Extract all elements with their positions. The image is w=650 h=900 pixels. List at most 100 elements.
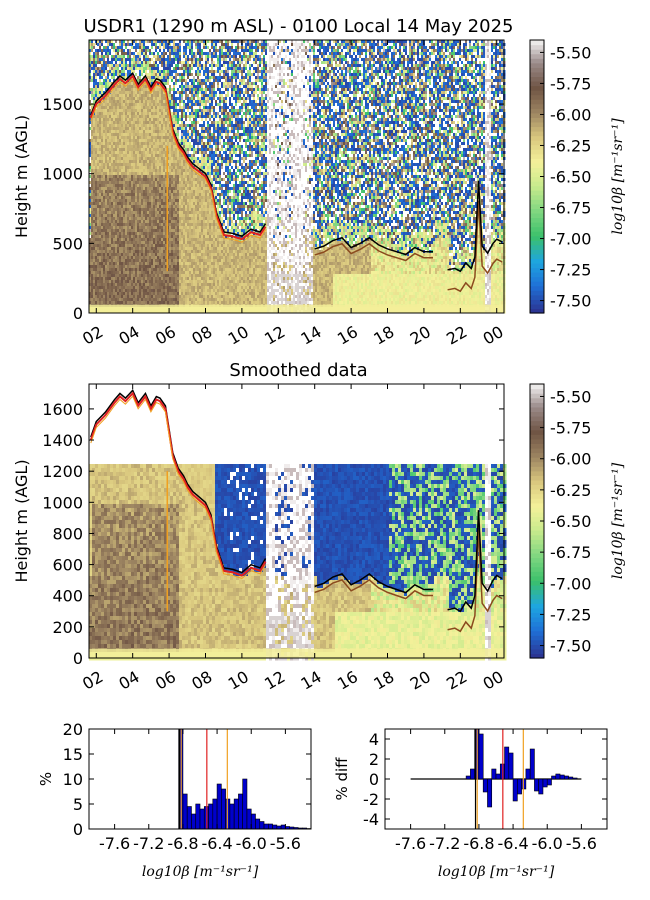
heatmap-cell [133, 190, 136, 194]
heatmap-cell [149, 154, 152, 158]
heatmap-cell [121, 127, 124, 131]
heatmap-cell [143, 151, 146, 155]
heatmap-cell [113, 40, 116, 44]
heatmap-cell [91, 199, 94, 203]
heatmap-cell [143, 175, 146, 179]
heatmap-cell [93, 76, 96, 80]
heatmap-cell [123, 88, 126, 92]
heatmap-cell [129, 235, 132, 239]
heatmap-cell [147, 43, 150, 47]
heatmap-cell [105, 142, 108, 146]
heatmap-cell [137, 232, 140, 236]
heatmap-cell [111, 121, 114, 125]
heatmap-cell [135, 199, 138, 203]
heatmap-cell [145, 262, 148, 266]
heatmap-cell [113, 208, 116, 212]
heatmap-cell [95, 181, 98, 185]
heatmap-cell [109, 163, 112, 167]
heatmap-cell [141, 103, 144, 107]
heatmap-cell [151, 46, 154, 50]
heatmap-cell [119, 271, 122, 275]
heatmap-cell [163, 256, 166, 260]
heatmap-cell [115, 130, 118, 134]
heatmap-cell [123, 244, 126, 248]
heatmap-cell [125, 148, 128, 152]
heatmap-cell [91, 181, 94, 185]
heatmap-cell [123, 277, 126, 281]
heatmap-cell [161, 268, 164, 272]
heatmap-cell [161, 211, 164, 215]
heatmap-cell [89, 64, 92, 68]
heatmap-cell [127, 178, 130, 182]
heatmap-cell [161, 172, 164, 176]
heatmap-cell [139, 217, 142, 221]
heatmap-cell [95, 82, 98, 86]
heatmap-cell [139, 220, 142, 224]
heatmap-cell [141, 244, 144, 248]
heatmap-cell [163, 271, 166, 275]
heatmap-cell [143, 142, 146, 146]
heatmap-cell [89, 220, 92, 224]
heatmap-cell [123, 229, 126, 233]
heatmap-cell [97, 115, 100, 119]
heatmap-cell [125, 232, 128, 236]
heatmap-cell [123, 142, 126, 146]
heatmap-cell [161, 184, 164, 188]
heatmap-cell [145, 265, 148, 269]
heatmap-cell [133, 40, 136, 44]
heatmap-cell [109, 298, 112, 302]
heatmap-cell [127, 226, 130, 230]
heatmap-cell [95, 217, 98, 221]
heatmap-cell [145, 142, 148, 146]
heatmap-cell [131, 136, 134, 140]
heatmap-cell [103, 139, 106, 143]
heatmap-cell [139, 58, 142, 62]
heatmap-cell [155, 73, 158, 77]
heatmap-cell [141, 181, 144, 185]
heatmap-cell [125, 112, 128, 116]
heatmap-cell [141, 220, 144, 224]
heatmap-cell [135, 190, 138, 194]
heatmap-cell [101, 208, 104, 212]
heatmap-cell [149, 205, 152, 209]
heatmap-cell [127, 184, 130, 188]
heatmap-cell [165, 115, 168, 119]
heatmap-cell [111, 46, 114, 50]
heatmap-cell [159, 262, 162, 266]
heatmap-cell [97, 232, 100, 236]
heatmap-cell [99, 76, 102, 80]
heatmap-cell [135, 238, 138, 242]
heatmap-cell [129, 247, 132, 251]
heatmap-cell [147, 229, 150, 233]
heatmap-cell [161, 106, 164, 110]
heatmap-cell [157, 175, 160, 179]
heatmap-cell [157, 118, 160, 122]
heatmap-cell [153, 163, 156, 167]
heatmap-cell [123, 289, 126, 293]
heatmap-cell [133, 289, 136, 293]
heatmap-cell [137, 175, 140, 179]
heatmap-cell [105, 295, 108, 299]
heatmap-cell [99, 139, 102, 143]
heatmap-cell [139, 256, 142, 260]
heatmap-cell [101, 181, 104, 185]
heatmap-cell [147, 220, 150, 224]
heatmap-cell [145, 46, 148, 50]
heatmap-cell [93, 127, 96, 131]
heatmap-cell [97, 85, 100, 89]
heatmap-cell [95, 166, 98, 170]
heatmap-cell [139, 49, 142, 53]
heatmap-cell [105, 241, 108, 245]
heatmap-cell [93, 61, 96, 65]
heatmap-cell [133, 142, 136, 146]
heatmap-cell [151, 196, 154, 200]
heatmap-cell [151, 154, 154, 158]
heatmap-cell [131, 169, 134, 173]
heatmap-cell [121, 301, 124, 305]
heatmap-cell [155, 196, 158, 200]
heatmap-cell [101, 55, 104, 59]
heatmap-cell [137, 124, 140, 128]
heatmap-cell [111, 301, 114, 305]
heatmap-cell [89, 40, 92, 44]
heatmap-cell [137, 73, 140, 77]
